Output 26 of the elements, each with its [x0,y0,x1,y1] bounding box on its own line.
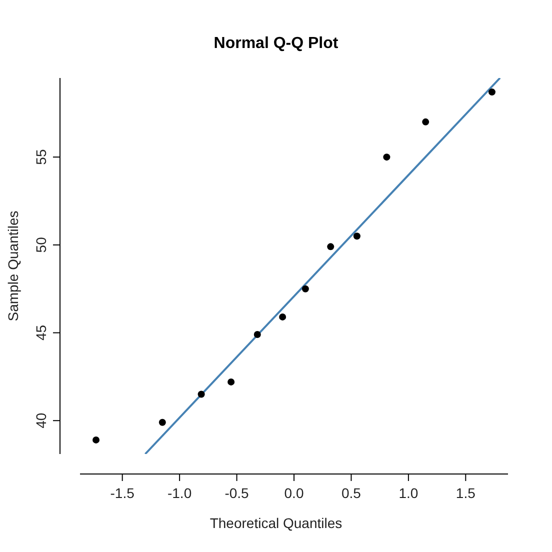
point [158,418,166,426]
y-tick-label: 55 [33,149,49,165]
x-tick-label: -1.0 [168,485,192,501]
x-tick-label: 1.5 [456,485,476,501]
x-tick-label: 0.0 [284,485,304,501]
point [353,232,360,240]
point [228,378,235,386]
point [488,88,496,96]
x-tick-label: -0.5 [224,485,250,501]
y-axis-title: Sample Quantiles [5,210,21,322]
point [92,436,100,444]
point [254,331,261,338]
point [279,313,286,320]
point [327,243,334,250]
y-tick-label: 40 [33,412,49,428]
x-tick-label: -1.5 [110,485,135,501]
point [198,390,205,398]
x-tick-label: 0.5 [341,485,362,501]
chart-title: Normal Q-Q Plot [214,35,339,52]
x-tick-label: 1.0 [398,485,418,501]
point [422,118,430,126]
point [302,285,309,292]
x-axis-title: Theoretical Quantiles [210,515,342,531]
point [383,154,390,161]
y-tick-label: 45 [33,324,49,341]
y-tick-label: 50 [33,236,49,253]
